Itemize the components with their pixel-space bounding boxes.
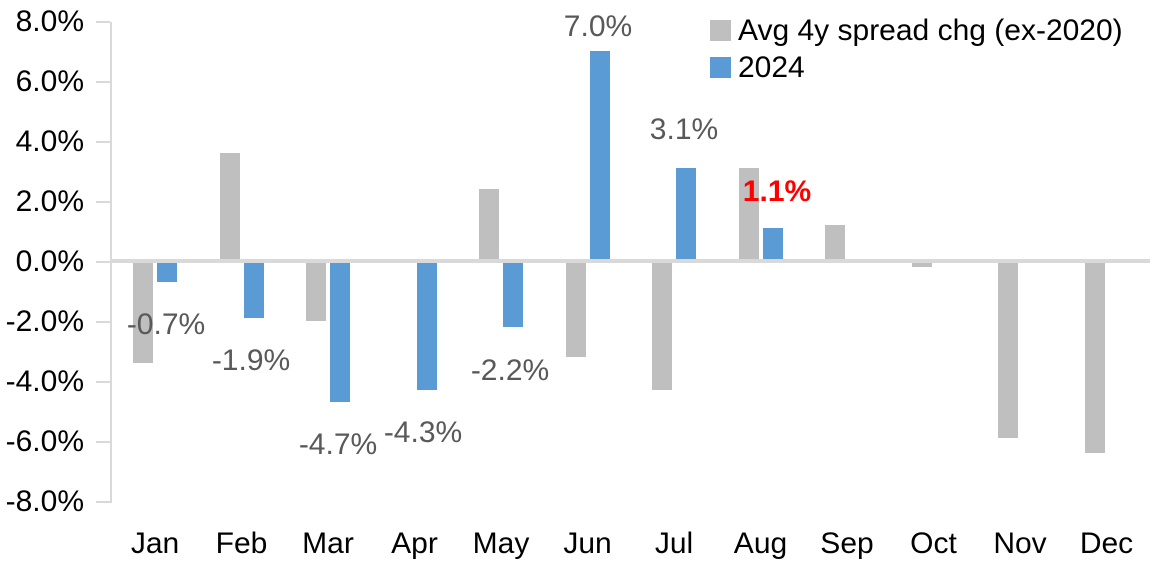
data-label-mar-2024: -4.7% [298,428,378,461]
legend-item-avg-4y-spread: Avg 4y spread chg (ex-2020) [710,12,1123,49]
x-axis-label-jan: Jan [130,527,180,560]
y-axis-tick [96,201,110,203]
bar-2024-jul [676,168,696,261]
y-axis-tick [96,21,110,23]
y-axis-label-0.0%: 0.0% [15,245,84,278]
x-axis-label-dec: Dec [1079,527,1134,560]
y-axis-label--8.0%: -8.0% [5,485,84,518]
chart-legend: Avg 4y spread chg (ex-2020) 2024 [710,12,1123,86]
y-axis-label-6.0%: 6.0% [15,65,84,98]
y-axis-label-4.0%: 4.0% [15,125,84,158]
data-label-aug-2024: 1.1% [742,175,812,208]
legend-item-2024: 2024 [710,49,1123,86]
data-label-jan-2024: -0.7% [126,308,206,341]
x-axis-label-jul: Jul [654,527,694,560]
bar-avg4y-dec [1084,261,1105,453]
legend-label: Avg 4y spread chg (ex-2020) [738,13,1123,47]
x-axis-zero-line [110,259,1150,263]
x-axis-label-apr: Apr [391,527,438,560]
bar-avg4y-jun [565,261,586,357]
bar-avg4y-feb [219,153,240,261]
bar-avg4y-jan [133,261,153,363]
y-axis-label-2.0%: 2.0% [15,185,84,218]
data-label-jul-2024: 3.1% [649,113,719,146]
y-axis-tick [96,441,110,443]
bar-avg4y-may [479,189,499,261]
bar-avg4y-nov [998,261,1018,438]
x-axis-label-may: May [472,527,530,560]
legend-label: 2024 [738,50,805,84]
x-axis-label-oct: Oct [910,527,957,560]
data-label-apr-2024: -4.3% [383,416,463,449]
x-axis-label-aug: Aug [733,527,788,560]
y-axis-tick [96,381,110,383]
x-axis-label-nov: Nov [993,527,1047,560]
bar-2024-feb [243,261,264,318]
y-axis-label--6.0%: -6.0% [5,425,84,458]
bar-2024-may [503,261,523,327]
x-axis-label-feb: Feb [215,527,268,560]
y-axis-tick [96,501,110,503]
bar-avg4y-oct [911,261,932,267]
bar-avg4y-aug [738,168,759,261]
y-axis-tick [96,141,110,143]
bar-avg4y-sep [825,225,845,261]
bar-2024-apr [416,261,437,390]
bar-2024-aug [762,228,783,261]
y-axis-tick [96,321,110,323]
y-axis-line [110,22,112,503]
bar-2024-jun [589,51,610,261]
bar-2024-mar [330,261,350,402]
data-label-may-2024: -2.2% [470,354,550,387]
legend-swatch-blue [710,57,731,78]
bar-avg4y-mar [306,261,326,321]
y-axis-label--4.0%: -4.0% [5,365,84,398]
bar-avg4y-jul [652,261,672,390]
bar-2024-jan [157,261,177,282]
x-axis-label-mar: Mar [302,527,354,560]
x-axis-label-jun: Jun [563,527,612,560]
x-axis-label-sep: Sep [820,527,874,560]
y-axis-tick [96,81,110,83]
y-axis-tick [96,261,110,263]
legend-swatch-gray [710,20,731,41]
y-axis-label-8.0%: 8.0% [15,5,84,38]
data-label-feb-2024: -1.9% [211,344,291,377]
y-axis-label--2.0%: -2.0% [5,305,84,338]
data-label-jun-2024: 7.0% [563,10,633,43]
